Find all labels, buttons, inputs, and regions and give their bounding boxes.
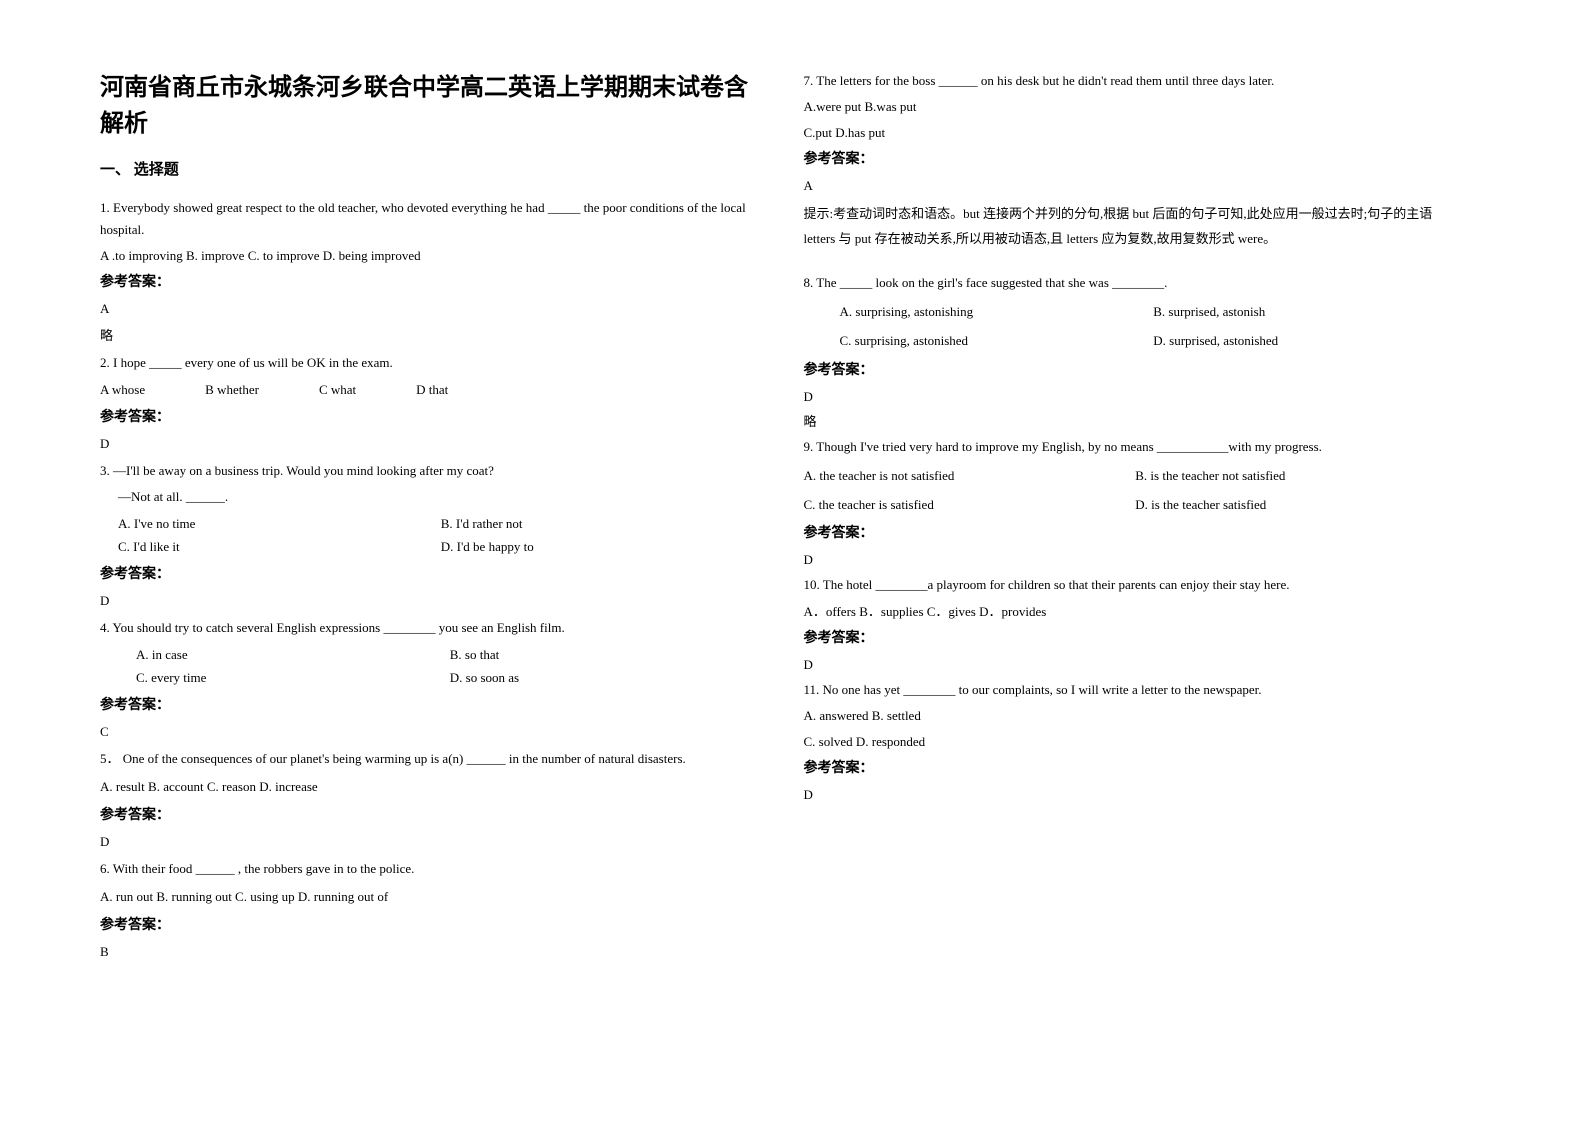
q3-options-row1: A. I've no time B. I'd rather not	[100, 512, 764, 535]
q9-answer-label: 参考答案：	[804, 522, 1468, 542]
q7-line2: A.were put B.was put	[804, 96, 1468, 118]
q2-answer: D	[100, 436, 764, 452]
q2-options: A whose B whether C what D that	[100, 378, 764, 401]
q5-text: 5． One of the consequences of our planet…	[100, 748, 764, 770]
q3-text: 3. —I'll be away on a business trip. Wou…	[100, 460, 764, 482]
q4-text: 4. You should try to catch several Engli…	[100, 617, 764, 639]
q4-optD: D. so soon as	[450, 666, 764, 689]
q3-answer: D	[100, 593, 764, 609]
q4-answer: C	[100, 724, 764, 740]
q6-answer: B	[100, 944, 764, 960]
q8-optD: D. surprised, astonished	[1153, 329, 1467, 352]
q3-optA: A. I've no time	[118, 512, 441, 535]
q2-answer-label: 参考答案：	[100, 406, 764, 426]
q5-answer: D	[100, 834, 764, 850]
q1-text: 1. Everybody showed great respect to the…	[100, 197, 764, 241]
q4-optB: B. so that	[450, 643, 764, 666]
q11-text: 11. No one has yet ________ to our compl…	[804, 679, 1468, 701]
q4-answer-label: 参考答案：	[100, 694, 764, 714]
q8-optB: B. surprised, astonish	[1153, 300, 1467, 323]
q1-options: A .to improving B. improve C. to improve…	[100, 245, 764, 267]
q2-optD: D that	[416, 378, 448, 401]
q4-options-row2: C. every time D. so soon as	[100, 666, 764, 689]
q2-optA: A whose	[100, 378, 145, 401]
q6-options: A. run out B. running out C. using up D.…	[100, 886, 764, 908]
q6-answer-label: 参考答案：	[100, 914, 764, 934]
q8-text: 8. The _____ look on the girl's face sug…	[804, 272, 1468, 294]
q2-text: 2. I hope _____ every one of us will be …	[100, 352, 764, 374]
q1-answer: A	[100, 301, 764, 317]
q8-options-row2: C. surprising, astonished D. surprised, …	[804, 329, 1468, 352]
q7-text: 7. The letters for the boss ______ on hi…	[804, 70, 1468, 92]
q9-answer: D	[804, 552, 1468, 568]
q6-text: 6. With their food ______ , the robbers …	[100, 858, 764, 880]
q8-answer-label: 参考答案：	[804, 359, 1468, 379]
q9-optB: B. is the teacher not satisfied	[1135, 464, 1467, 487]
q5-answer-label: 参考答案：	[100, 804, 764, 824]
q9-optA: A. the teacher is not satisfied	[804, 464, 1136, 487]
q10-answer-label: 参考答案：	[804, 627, 1468, 647]
q1-answer-label: 参考答案：	[100, 271, 764, 291]
q5-options: A. result B. account C. reason D. increa…	[100, 776, 764, 798]
q2-optB: B whether	[205, 378, 259, 401]
q8-note: 略	[804, 411, 1468, 430]
q7-answer: A	[804, 178, 1468, 194]
q8-optC: C. surprising, astonished	[840, 329, 1154, 352]
q10-answer: D	[804, 657, 1468, 673]
q4-optA: A. in case	[136, 643, 450, 666]
right-column: 7. The letters for the boss ______ on hi…	[804, 70, 1508, 1082]
q2-optC: C what	[319, 378, 356, 401]
q3-optC: C. I'd like it	[118, 535, 441, 558]
q3-optB: B. I'd rather not	[441, 512, 764, 535]
q8-answer: D	[804, 389, 1468, 405]
q4-options-row1: A. in case B. so that	[100, 643, 764, 666]
q7-line3: C.put D.has put	[804, 122, 1468, 144]
q11-answer-label: 参考答案：	[804, 757, 1468, 777]
q7-explain: 提示:考查动词时态和语态。but 连接两个并列的分句,根据 but 后面的句子可…	[804, 202, 1468, 251]
q11-answer: D	[804, 787, 1468, 803]
q10-options: A．offers B．supplies C．gives D．provides	[804, 601, 1468, 623]
q3-options-row2: C. I'd like it D. I'd be happy to	[100, 535, 764, 558]
q11-line2: A. answered B. settled	[804, 705, 1468, 727]
q9-optC: C. the teacher is satisfied	[804, 493, 1136, 516]
q11-line3: C. solved D. responded	[804, 731, 1468, 753]
left-column: 河南省商丘市永城条河乡联合中学高二英语上学期期末试卷含解析 一、 选择题 1. …	[100, 70, 804, 1082]
section-header: 一、 选择题	[100, 158, 764, 179]
q9-text: 9. Though I've tried very hard to improv…	[804, 436, 1468, 458]
q9-optD: D. is the teacher satisfied	[1135, 493, 1467, 516]
q10-text: 10. The hotel ________a playroom for chi…	[804, 574, 1468, 596]
q1-note: 略	[100, 325, 764, 344]
q7-answer-label: 参考答案：	[804, 148, 1468, 168]
q9-options-row2: C. the teacher is satisfied D. is the te…	[804, 493, 1468, 516]
q8-options-row1: A. surprising, astonishing B. surprised,…	[804, 300, 1468, 323]
q4-optC: C. every time	[136, 666, 450, 689]
document-title: 河南省商丘市永城条河乡联合中学高二英语上学期期末试卷含解析	[100, 70, 764, 142]
q8-optA: A. surprising, astonishing	[840, 300, 1154, 323]
q3-optD: D. I'd be happy to	[441, 535, 764, 558]
q3-answer-label: 参考答案：	[100, 563, 764, 583]
q9-options-row1: A. the teacher is not satisfied B. is th…	[804, 464, 1468, 487]
q3-line2: —Not at all. ______.	[100, 486, 764, 508]
